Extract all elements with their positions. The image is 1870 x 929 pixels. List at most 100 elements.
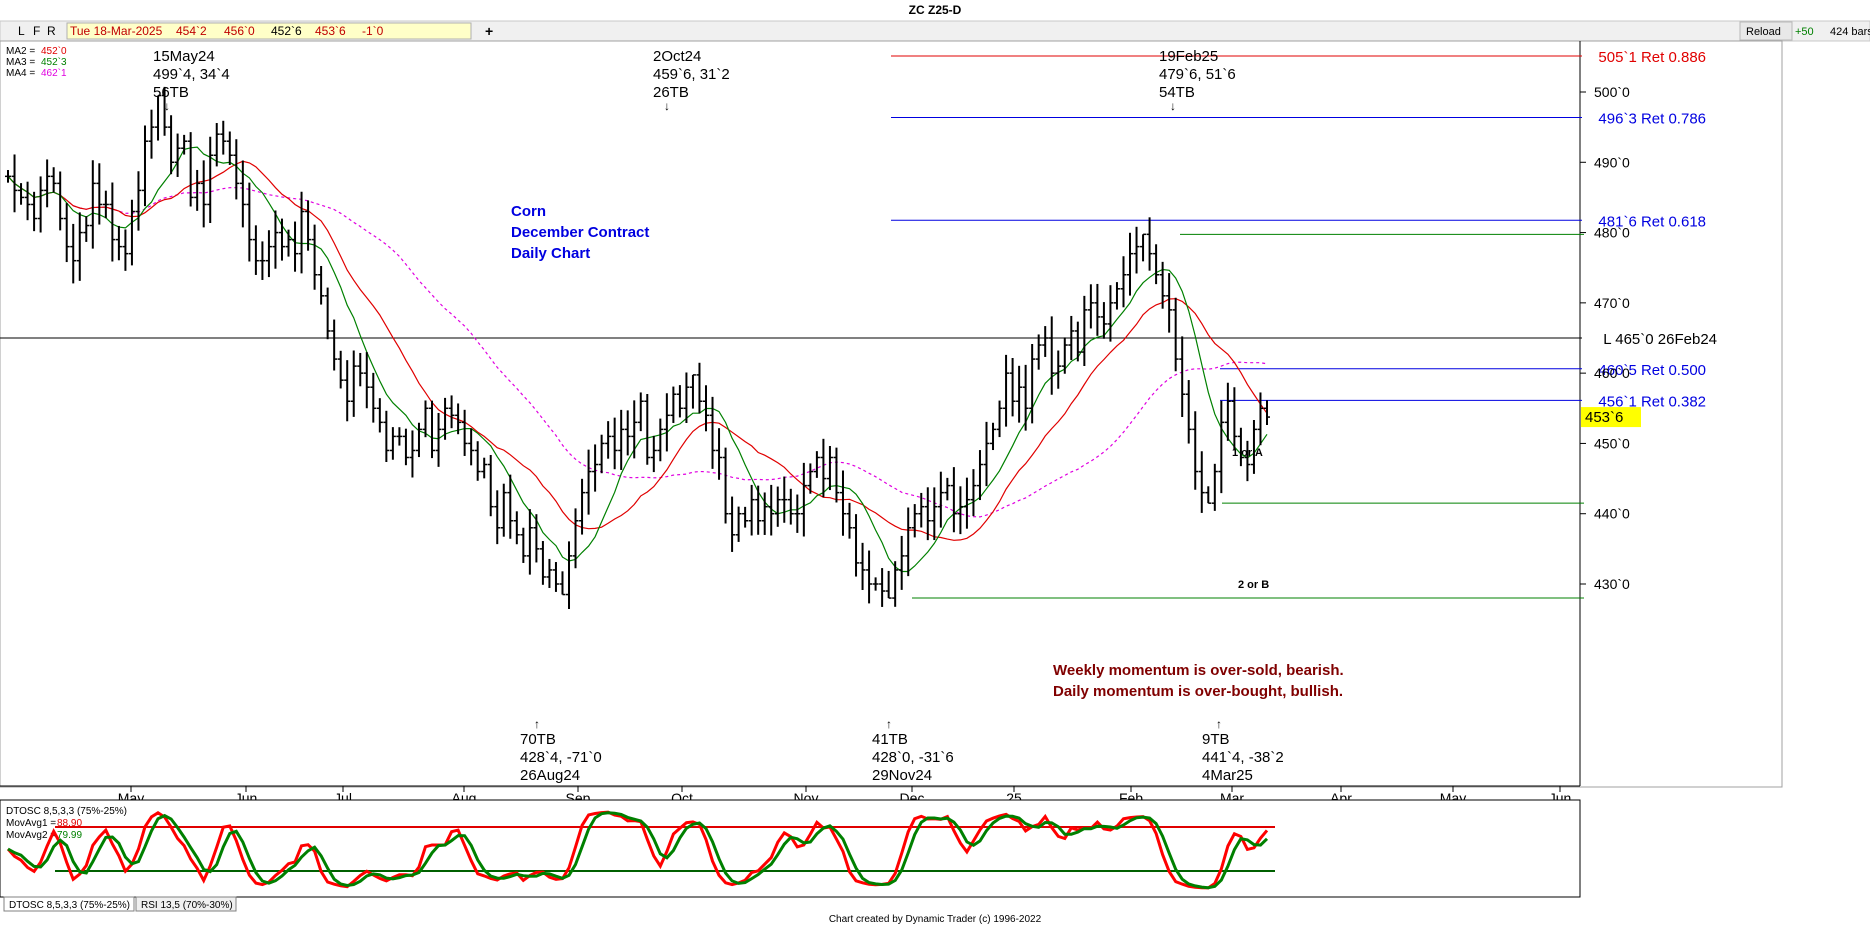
price-bar — [709, 396, 716, 469]
price-bar — [455, 403, 462, 435]
price-bar — [331, 319, 338, 371]
pivot-label-line: 56TB — [153, 84, 189, 101]
price-bar — [872, 577, 879, 591]
pivot-label-line: 19Feb25 — [1159, 48, 1218, 65]
price-bar — [44, 159, 51, 208]
last-price-box — [1581, 407, 1641, 428]
price-bar — [631, 400, 638, 459]
ma4-line — [7, 175, 1268, 518]
price-bar — [937, 471, 944, 528]
price-bar — [774, 486, 781, 527]
ma2-legend-label: MA2 = — [6, 46, 35, 57]
price-bar — [1087, 284, 1094, 329]
corn-note: Corn December Contract Daily Chart — [511, 203, 649, 262]
price-bar — [1094, 283, 1101, 336]
price-bar — [474, 441, 481, 481]
price-bar — [1218, 400, 1225, 494]
price-bar — [839, 470, 846, 536]
price-bar — [637, 392, 644, 432]
osc-mov2-label: MovAvg2 = — [6, 830, 56, 841]
osc-slow-line — [7, 811, 1269, 890]
price-bar — [292, 221, 299, 272]
tab-F-label: F — [33, 24, 40, 38]
price-pane — [0, 40, 1783, 788]
price-bar — [520, 527, 527, 563]
price-bar — [194, 169, 201, 211]
y-tick-label: 460`0 — [1594, 365, 1630, 381]
price-bar — [996, 400, 1003, 438]
price-bar — [1022, 364, 1029, 431]
open-readout: 454`2 — [176, 24, 207, 38]
price-bar — [813, 451, 820, 478]
price-bar — [102, 190, 109, 219]
pivot-label-line: 41TB — [872, 731, 908, 748]
price-bar — [859, 542, 866, 591]
level-label: 481`6 Ret 0.618 — [1598, 213, 1706, 230]
price-bar — [494, 490, 501, 545]
y-tick-label: 430`0 — [1594, 576, 1630, 592]
bars-count: 424 bars — [1830, 26, 1870, 38]
footer-credit: Chart created by Dynamic Trader (c) 1996… — [829, 914, 1042, 925]
pivot-label-line: 4Mar25 — [1202, 767, 1253, 784]
tab-F[interactable]: F — [33, 24, 40, 38]
price-bar — [800, 462, 807, 537]
price-bar — [500, 483, 507, 537]
tab-dtosc[interactable]: DTOSC 8,5,3,3 (75%-25%) — [3, 896, 135, 912]
price-bar — [11, 154, 18, 213]
corn-note-line-3: Daily Chart — [511, 245, 590, 262]
tab-rsi[interactable]: RSI 13,5 (70%-30%) — [135, 896, 237, 912]
ma-legend: MA2 = 452`0 MA3 = 452`3 MA4 = 462`1 — [6, 45, 67, 79]
pivot-arrow-down-icon: ↓ — [164, 99, 170, 113]
price-bar — [729, 496, 736, 552]
low-readout: 452`6 — [271, 24, 302, 38]
pivot-arrow-up-icon: ↑ — [534, 717, 540, 731]
price-bar — [220, 120, 227, 155]
price-bar — [539, 541, 546, 585]
price-bar — [1009, 358, 1016, 417]
chart-title: ZC Z25-D — [909, 3, 962, 17]
level-label: 496`3 Ret 0.786 — [1598, 110, 1706, 127]
pivot-arrow-up-icon: ↑ — [1216, 717, 1222, 731]
price-bar — [833, 447, 840, 503]
price-bar — [239, 160, 246, 228]
price-bar — [546, 558, 553, 588]
price-bar — [1185, 380, 1192, 444]
momentum-note-line-1: Weekly momentum is over-sold, bearish. — [1053, 662, 1344, 679]
price-bar — [579, 478, 586, 535]
ma2-legend-value: 452`0 — [41, 45, 67, 57]
ma4-legend-value: 462`1 — [41, 67, 67, 79]
pivot-label-line: 70TB — [520, 731, 556, 748]
oscillator-lines — [6, 810, 1275, 890]
price-bar — [1179, 336, 1186, 417]
price-bar — [18, 183, 25, 205]
pivot-arrow-down-icon: ↓ — [1170, 99, 1176, 113]
price-bar — [435, 412, 442, 467]
price-bar — [207, 136, 214, 223]
price-bar — [442, 397, 449, 440]
price-bar — [676, 385, 683, 418]
tab-L[interactable]: L — [18, 24, 25, 38]
price-bar — [122, 229, 129, 271]
price-bar — [1074, 321, 1081, 362]
tab-R[interactable]: R — [47, 24, 56, 38]
price-bar — [918, 492, 925, 528]
price-bar — [213, 123, 220, 167]
price-bar — [1192, 411, 1199, 490]
price-bar — [115, 225, 122, 261]
price-bar — [794, 494, 801, 533]
reload-button[interactable]: Reload — [1739, 21, 1793, 41]
price-bar — [1029, 343, 1036, 424]
price-bar — [1172, 297, 1179, 372]
price-bar — [389, 427, 396, 460]
bars-plus[interactable]: +50 — [1795, 26, 1814, 38]
add-button[interactable]: + — [485, 23, 493, 39]
price-bar — [233, 139, 240, 200]
price-bar — [931, 487, 938, 541]
corn-note-line-1: Corn — [511, 203, 546, 220]
price-bar — [1081, 295, 1088, 367]
oscillator-legend: DTOSC 8,5,3,3 (75%-25%) MovAvg1 = 88.90 … — [6, 806, 127, 841]
tab-dtosc-label: DTOSC 8,5,3,3 (75%-25%) — [9, 900, 130, 911]
